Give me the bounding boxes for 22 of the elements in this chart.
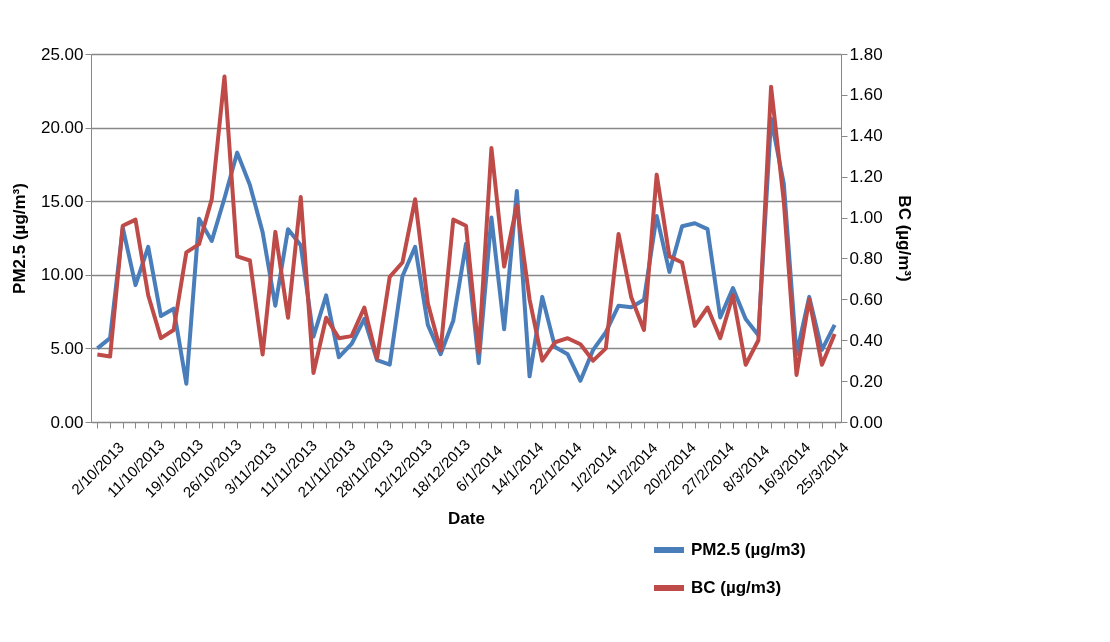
y2-tick-label: 0.20 — [849, 371, 883, 391]
y2-tick-label: 1.60 — [849, 85, 883, 105]
y2-axis-title: BC (µg/m³) — [894, 195, 914, 282]
y2-tick-label: 0.40 — [849, 330, 883, 350]
y-tick-label: 15.00 — [40, 191, 84, 211]
y2-tick-label: 1.40 — [849, 126, 883, 146]
y-tick-label: 25.00 — [40, 44, 84, 64]
y-axis-title: PM2.5 (µg/m³) — [9, 183, 29, 294]
y2-tick-label: 0.00 — [849, 412, 883, 432]
y2-tick-label: 1.80 — [849, 44, 883, 64]
y-tick-label: 0.00 — [50, 412, 84, 432]
y-tick-label: 20.00 — [40, 118, 84, 138]
x-axis-title: Date — [448, 508, 485, 528]
y2-tick-label: 1.00 — [849, 208, 883, 228]
y2-tick-label: 1.20 — [849, 167, 883, 187]
legend-label: BC (µg/m3) — [691, 578, 782, 597]
y-tick-label: 10.00 — [40, 265, 84, 285]
y2-tick-label: 0.60 — [849, 289, 883, 309]
y2-tick-label: 0.80 — [849, 248, 883, 268]
y-tick-label: 5.00 — [50, 338, 84, 358]
legend-label: PM2.5 (µg/m3) — [691, 540, 806, 559]
line-series — [95, 74, 837, 377]
